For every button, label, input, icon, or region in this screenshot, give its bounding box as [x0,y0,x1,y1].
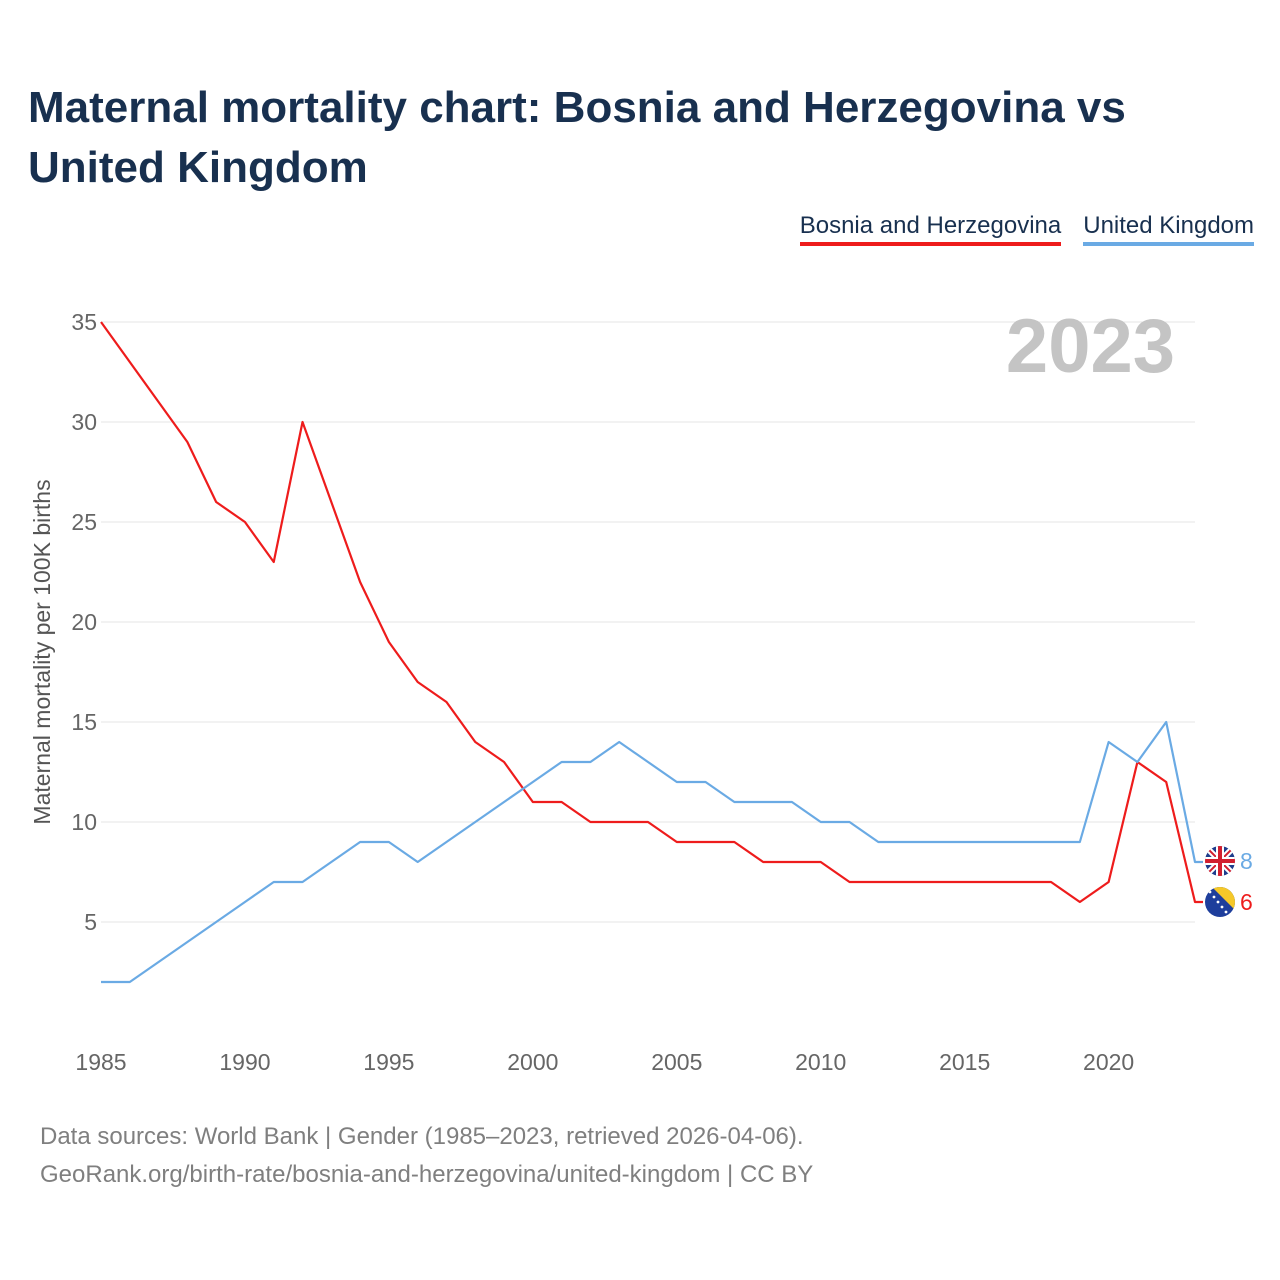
x-tick-label: 2015 [939,1049,990,1075]
y-tick-label: 10 [71,809,97,835]
series-lines [100,321,1203,984]
bosnia-end-value: 6 [1240,889,1253,915]
y-tick-label: 20 [71,609,97,635]
series-line-uk [101,720,1203,984]
page-title: Maternal mortality chart: Bosnia and Her… [28,83,1126,192]
bosnia-flag-icon [1205,887,1235,917]
x-tick-label: 1990 [219,1049,270,1075]
y-tick-label: 5 [84,909,97,935]
x-tick-label: 2005 [651,1049,702,1075]
x-tick-label: 2000 [507,1049,558,1075]
data-source-text: Data sources: World Bank | Gender (1985–… [40,1123,804,1150]
legend: Bosnia and Herzegovina United Kingdom [799,212,1254,246]
source-url-text: GeoRank.org/birth-rate/bosnia-and-herzeg… [40,1161,814,1188]
x-tick-label: 2010 [795,1049,846,1075]
y-tick-label: 35 [71,309,97,335]
end-markers: 8 6 [1205,846,1253,917]
x-tick-label: 1995 [363,1049,414,1075]
footer: Data sources: World Bank | Gender (1985–… [40,1118,813,1194]
legend-item-bosnia[interactable]: Bosnia and Herzegovina [799,212,1062,246]
y-tick-label: 15 [71,709,97,735]
y-tick-label: 25 [71,509,97,535]
y-axis-label: Maternal mortality per 100K births [29,479,55,824]
uk-end-value: 8 [1240,848,1253,874]
uk-flag-icon [1205,846,1235,876]
legend-item-united-kingdom[interactable]: United Kingdom [1083,212,1254,246]
x-tick-label: 2020 [1083,1049,1134,1075]
x-axis-ticks: 1985 1990 1995 2000 2005 2010 2015 2020 [75,1049,1134,1075]
series-line-bih [100,321,1203,904]
y-tick-label: 30 [71,409,97,435]
y-axis-ticks: 5 10 15 20 25 30 35 [71,309,97,935]
year-watermark: 2023 [1006,304,1175,389]
grid-lines [101,321,1195,923]
x-tick-label: 1985 [75,1049,126,1075]
